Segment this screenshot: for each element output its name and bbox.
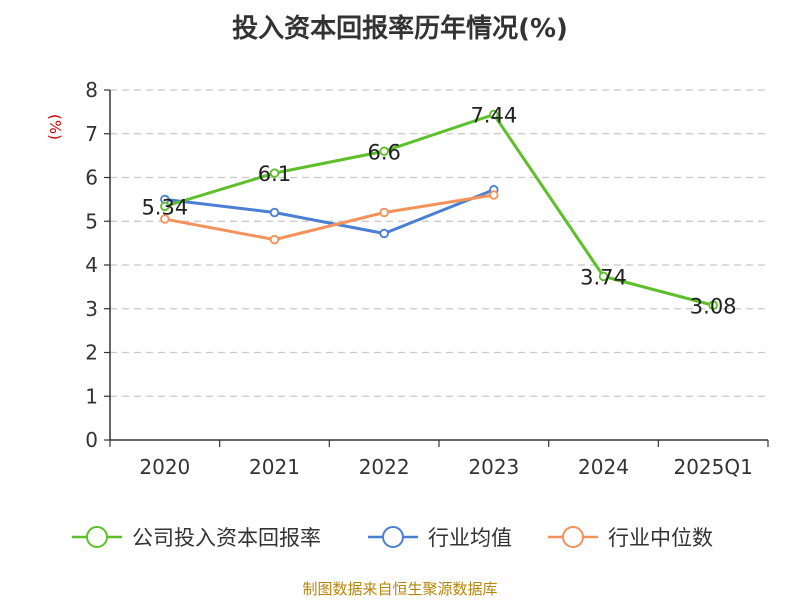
x-tick-label: 2022 xyxy=(359,455,410,479)
data-point xyxy=(160,201,170,212)
data-label: 6.1 xyxy=(258,162,291,186)
data-label: 5.34 xyxy=(141,195,188,219)
legend-marker xyxy=(562,526,584,548)
data-label: 3.08 xyxy=(690,294,737,318)
legend-label: 行业均值 xyxy=(428,526,512,550)
series-line xyxy=(164,113,714,307)
data-labels: 5.34 6.1 6.6 7.44 3.74 3.08 xyxy=(141,104,736,319)
data-point xyxy=(379,146,389,156)
data-point xyxy=(379,228,389,239)
x-tick-label: 2020 xyxy=(139,455,190,479)
data-point xyxy=(489,190,499,200)
data-point xyxy=(269,168,280,178)
y-tick-label: 3 xyxy=(85,297,98,321)
chart-title: 投入资本回报率历年情况(%) xyxy=(232,14,568,44)
y-tick-label: 5 xyxy=(85,209,98,233)
legend-marker xyxy=(86,526,108,548)
y-tick-label: 6 xyxy=(85,166,98,190)
y-axis-label: (%) xyxy=(46,114,64,140)
data-point xyxy=(160,214,170,224)
data-label: 6.6 xyxy=(367,140,400,164)
legend-item[interactable]: 行业中位数 xyxy=(548,526,713,550)
series-line xyxy=(164,188,495,235)
source-note: 制图数据来自恒生聚源数据库 xyxy=(302,580,498,598)
series-line xyxy=(164,193,495,242)
data-label: 7.44 xyxy=(470,104,517,128)
data-point xyxy=(269,234,280,245)
series-lines xyxy=(160,109,718,310)
data-point xyxy=(489,109,499,120)
y-tick-label: 1 xyxy=(85,384,98,408)
x-tick-label: 2021 xyxy=(249,455,300,479)
y-tick-label: 8 xyxy=(85,78,98,102)
y-tick-label: 7 xyxy=(85,122,98,146)
x-tick-label: 2025Q1 xyxy=(673,455,752,479)
y-tick-label: 0 xyxy=(85,428,98,452)
axes: 0 1 2 3 4 5 6 7 8 2020 2021 2022 2023 2024 2025Q1 xyxy=(85,78,769,479)
y-tick-label: 4 xyxy=(85,253,98,277)
data-point xyxy=(598,271,609,282)
legend-item[interactable]: 行业均值 xyxy=(368,526,512,550)
legend-label: 公司投入资本回报率 xyxy=(132,526,321,550)
legend-label: 行业中位数 xyxy=(608,526,713,550)
data-point xyxy=(379,207,389,218)
legend-marker xyxy=(382,526,404,548)
x-tick-label: 2023 xyxy=(468,455,519,479)
y-tick-label: 2 xyxy=(85,341,98,365)
data-point xyxy=(708,300,718,310)
data-point xyxy=(269,207,280,218)
legend: 公司投入资本回报率 行业均值 行业中位数 xyxy=(72,526,713,550)
legend-item[interactable]: 公司投入资本回报率 xyxy=(72,526,321,550)
grid-lines xyxy=(110,89,768,397)
data-label: 3.74 xyxy=(580,265,627,289)
x-tick-label: 2024 xyxy=(578,455,629,479)
